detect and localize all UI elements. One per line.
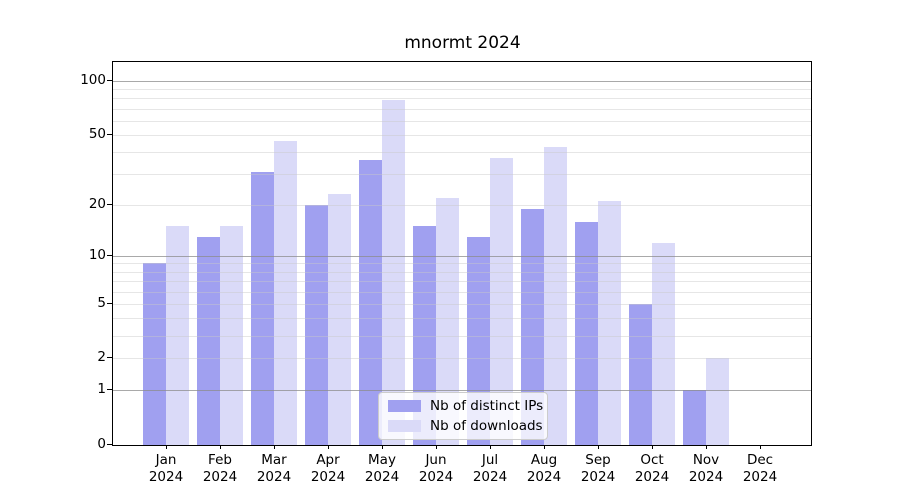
x-tick-label-nov: Nov 2024 xyxy=(688,452,724,485)
y-tick-label-2: 2 xyxy=(97,349,106,366)
y-tick-mark-0 xyxy=(107,444,112,445)
y-tick-mark-100 xyxy=(107,79,112,81)
y-tick-label-100: 100 xyxy=(80,71,106,88)
gridline-30 xyxy=(113,174,811,176)
x-tick-mark-nov xyxy=(706,445,707,449)
y-tick-mark-1 xyxy=(107,389,112,391)
bar-ips-jan xyxy=(143,263,166,445)
legend-label-distinct-ips: Nb of distinct IPs xyxy=(430,398,544,414)
gridline-10 xyxy=(113,255,811,257)
x-tick-label-may: May 2024 xyxy=(364,452,400,485)
legend-entry-downloads: Nb of downloads xyxy=(388,418,543,434)
x-tick-label-mar: Mar 2024 xyxy=(256,452,292,485)
x-tick-label-feb: Feb 2024 xyxy=(202,452,238,485)
y-tick-mark-20 xyxy=(107,203,112,205)
x-tick-mark-jul xyxy=(490,445,491,449)
x-tick-mark-sep xyxy=(598,445,599,449)
bar-downloads-mar xyxy=(274,141,297,445)
x-tick-label-jun: Jun 2024 xyxy=(418,452,454,485)
gridline-8 xyxy=(113,271,811,273)
bar-ips-mar xyxy=(251,171,274,445)
y-tick-label-10: 10 xyxy=(88,246,106,263)
gridline-5 xyxy=(113,303,811,305)
bar-ips-jun xyxy=(413,226,436,445)
gridline-4 xyxy=(113,318,811,320)
y-tick-mark-10 xyxy=(107,254,112,256)
x-tick-mark-oct xyxy=(652,445,653,449)
x-tick-label-apr: Apr 2024 xyxy=(310,452,346,485)
bar-downloads-apr xyxy=(328,194,351,445)
bar-downloads-jan xyxy=(166,226,189,445)
x-tick-mark-mar xyxy=(274,445,275,449)
gridline-2 xyxy=(113,358,811,360)
bar-downloads-may xyxy=(382,100,405,445)
gridline-60 xyxy=(113,120,811,122)
gridline-7 xyxy=(113,280,811,282)
y-tick-label-50: 50 xyxy=(88,125,106,142)
gridline-3 xyxy=(113,335,811,337)
x-tick-label-oct: Oct 2024 xyxy=(634,452,670,485)
x-tick-mark-may xyxy=(382,445,383,449)
gridline-20 xyxy=(113,204,811,206)
x-tick-label-aug: Aug 2024 xyxy=(526,452,562,485)
y-tick-label-20: 20 xyxy=(88,195,106,212)
y-tick-mark-50 xyxy=(107,133,112,135)
downloads-swatch-icon xyxy=(388,420,421,432)
bar-downloads-aug xyxy=(544,146,567,445)
gridline-90 xyxy=(113,89,811,91)
gridline-1 xyxy=(113,390,811,392)
gridline-9 xyxy=(113,263,811,265)
bar-ips-oct xyxy=(629,303,652,445)
legend-label-downloads: Nb of downloads xyxy=(430,418,543,434)
distinct-ips-swatch-icon xyxy=(388,400,421,412)
bar-ips-nov xyxy=(683,390,706,445)
x-tick-mark-aug xyxy=(544,445,545,449)
y-tick-label-5: 5 xyxy=(97,294,106,311)
bar-ips-aug xyxy=(521,208,544,445)
x-tick-mark-jun xyxy=(436,445,437,449)
bar-ips-apr xyxy=(305,204,328,445)
x-tick-label-jul: Jul 2024 xyxy=(472,452,508,485)
bar-ips-feb xyxy=(197,236,220,445)
legend: Nb of distinct IPs Nb of downloads xyxy=(378,392,548,440)
bar-ips-sep xyxy=(575,221,598,445)
plot-area xyxy=(112,61,812,446)
bar-downloads-oct xyxy=(652,242,675,445)
gridline-80 xyxy=(113,98,811,100)
x-tick-mark-dec xyxy=(760,445,761,449)
legend-entry-distinct-ips: Nb of distinct IPs xyxy=(388,398,543,414)
bar-downloads-sep xyxy=(598,201,621,445)
bar-downloads-jun xyxy=(436,197,459,445)
bar-ips-may xyxy=(359,160,382,445)
x-tick-mark-jan xyxy=(166,445,167,449)
y-tick-mark-2 xyxy=(107,357,112,359)
bar-downloads-nov xyxy=(706,358,729,445)
y-tick-label-0: 0 xyxy=(97,436,106,452)
y-tick-mark-5 xyxy=(107,302,112,304)
gridline-50 xyxy=(113,134,811,136)
x-tick-label-dec: Dec 2024 xyxy=(742,452,778,485)
bar-downloads-feb xyxy=(220,226,243,445)
x-tick-label-sep: Sep 2024 xyxy=(580,452,616,485)
gridline-40 xyxy=(113,152,811,154)
x-tick-mark-apr xyxy=(328,445,329,449)
bar-downloads-jul xyxy=(490,158,513,445)
gridline-100 xyxy=(113,80,811,82)
chart-title: mnormt 2024 xyxy=(404,33,521,53)
gridline-70 xyxy=(113,108,811,110)
x-tick-mark-feb xyxy=(220,445,221,449)
y-tick-label-1: 1 xyxy=(97,381,106,398)
x-tick-label-jan: Jan 2024 xyxy=(148,452,184,485)
gridline-6 xyxy=(113,291,811,293)
